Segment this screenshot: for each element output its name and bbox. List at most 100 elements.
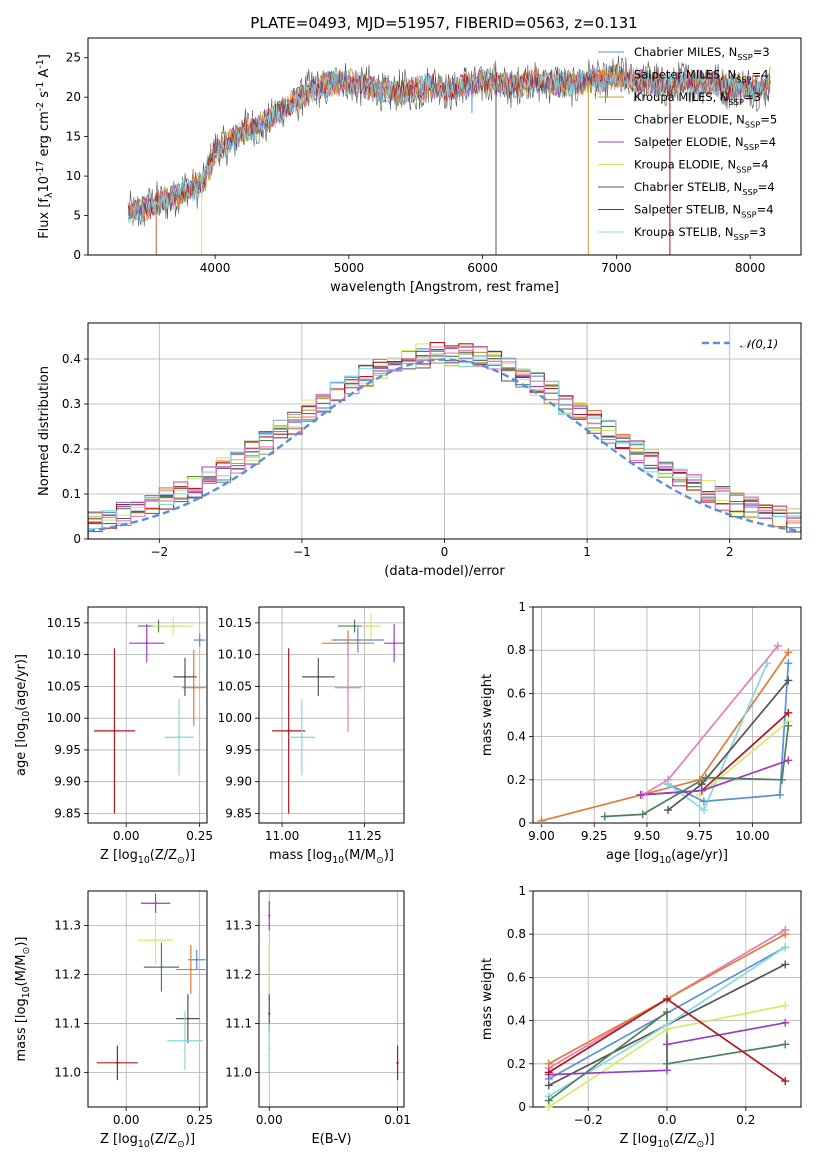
data-point xyxy=(346,686,350,689)
y-tick-label: 10 xyxy=(66,169,81,183)
legend-entry: Salpeter STELIB, NSSP=4 xyxy=(634,203,774,220)
x-tick-label: 8000 xyxy=(735,261,766,275)
series-marker xyxy=(664,780,673,789)
y-tick-label: 11.2 xyxy=(54,967,81,981)
data-point xyxy=(172,624,175,628)
data-point xyxy=(183,675,187,679)
series-marker xyxy=(544,1096,553,1105)
legend-entry: Kroupa MILES, NSSP=3 xyxy=(634,90,761,107)
y-axis-label: Normed distribution xyxy=(37,366,52,496)
y-axis-label: mass [log10(M/M⊙)] xyxy=(14,937,32,1062)
x-axis-label: age [log10(age/yr)] xyxy=(606,848,728,866)
y-tick-label: 5 xyxy=(73,209,81,223)
series-marker xyxy=(537,816,546,825)
x-tick-label: 5000 xyxy=(334,261,365,275)
plot-area xyxy=(88,342,801,539)
y-tick-label: 9.95 xyxy=(225,743,252,757)
series-line xyxy=(667,679,789,811)
series-marker xyxy=(775,790,784,799)
axes-frame xyxy=(258,890,405,1108)
x-tick-label: −0.2 xyxy=(574,1113,603,1127)
series-marker xyxy=(600,812,609,821)
data-point xyxy=(300,736,304,739)
y-tick-label: 0.4 xyxy=(507,730,526,744)
series-line xyxy=(604,725,790,818)
series-marker xyxy=(544,1081,553,1090)
series-marker xyxy=(544,1059,553,1068)
series-marker xyxy=(781,1018,790,1027)
x-tick-label: 2 xyxy=(726,545,734,559)
y-tick-label: 9.90 xyxy=(225,775,252,789)
axes-frame xyxy=(87,606,208,824)
x-tick-label: 0.25 xyxy=(186,829,213,843)
data-point xyxy=(317,675,320,679)
spectrum-line xyxy=(127,65,771,223)
series-line xyxy=(642,645,779,796)
x-tick-label: 4000 xyxy=(200,261,231,275)
x-tick-label: 7000 xyxy=(601,261,632,275)
series-marker xyxy=(784,708,793,717)
y-tick-label: 10.05 xyxy=(47,679,81,693)
y-tick-label: 10.15 xyxy=(218,616,252,630)
residual-histogram-panel: −2 −1 0 1 2 0 0.1 0.2 0.3 0.4 (data-model)/error No… xyxy=(37,322,802,579)
data-point xyxy=(192,686,195,689)
series-marker xyxy=(663,995,671,1003)
x-tick-label: 0.25 xyxy=(186,1113,213,1127)
y-axis-label: age [log10(age/yr)] xyxy=(14,654,32,776)
data-point xyxy=(189,968,193,971)
series-marker xyxy=(784,648,793,657)
series-marker xyxy=(663,1040,671,1049)
x-tick-label: 9.25 xyxy=(581,829,608,843)
x-tick-label: 10.00 xyxy=(735,829,769,843)
mass-vs-metallicity-panel: 0.00 0.25 11.0 11.1 11.2 11.3 Z [log10(Z/Z⊙)] m… xyxy=(14,890,213,1150)
axes-frame xyxy=(532,606,802,824)
series-marker xyxy=(778,775,787,784)
legend-entry: Salpeter ELODIE, NSSP=4 xyxy=(634,135,776,152)
x-tick-label: 11.25 xyxy=(347,829,381,843)
series-marker xyxy=(784,659,793,668)
x-tick-label: 0.2 xyxy=(736,1113,755,1127)
plot-area xyxy=(268,900,399,1080)
age-vs-mass-panel: 11.00 11.25 9.85 9.90 9.95 10.00 10.05 10.10 10.… xyxy=(218,606,405,866)
y-tick-label: 11.3 xyxy=(225,918,252,932)
axes-frame xyxy=(87,890,208,1108)
plot-area xyxy=(541,645,790,822)
data-point xyxy=(396,1061,399,1065)
series-marker xyxy=(781,1040,790,1049)
series-line xyxy=(667,663,790,803)
series-line xyxy=(548,1010,786,1102)
y-tick-label: 11.1 xyxy=(54,1017,81,1031)
series-marker xyxy=(784,676,793,685)
data-point xyxy=(154,938,157,942)
data-point xyxy=(356,638,360,642)
series-marker xyxy=(638,810,647,819)
gaussian-curve xyxy=(88,358,801,533)
series-marker xyxy=(697,786,706,795)
data-point xyxy=(195,958,198,961)
legend-entry: Salpeter MILES, NSSP=4 xyxy=(634,68,769,85)
x-tick-label: 6000 xyxy=(467,261,498,275)
data-point xyxy=(116,1061,119,1065)
x-tick-label: 0.01 xyxy=(384,1113,411,1127)
histogram-step xyxy=(88,354,801,539)
x-tick-label: −2 xyxy=(150,545,168,559)
age-vs-metallicity-panel: 0.00 0.25 9.85 9.90 9.95 10.00 10.05 10.10 10.15… xyxy=(14,606,213,866)
y-tick-label: 25 xyxy=(66,51,81,65)
y-tick-label: 0.6 xyxy=(507,686,526,700)
data-point xyxy=(268,1046,271,1050)
series-marker xyxy=(781,960,790,969)
y-tick-label: 10.15 xyxy=(47,616,81,630)
data-point xyxy=(392,642,396,645)
data-point xyxy=(186,1017,190,1020)
series-marker xyxy=(773,641,782,650)
legend-entry: Chabrier MILES, NSSP=3 xyxy=(634,45,770,62)
y-tick-label: 15 xyxy=(66,130,81,144)
y-tick-label: 0 xyxy=(518,1100,526,1114)
y-tick-label: 0.4 xyxy=(507,1014,526,1028)
y-tick-label: 11.3 xyxy=(54,918,81,932)
y-tick-label: 0.2 xyxy=(62,442,81,456)
x-tick-label: 0.00 xyxy=(113,1113,140,1127)
x-axis-label: Z [log10(Z/Z⊙)] xyxy=(100,1132,195,1150)
legend-entry: Kroupa STELIB, NSSP=3 xyxy=(634,225,766,242)
